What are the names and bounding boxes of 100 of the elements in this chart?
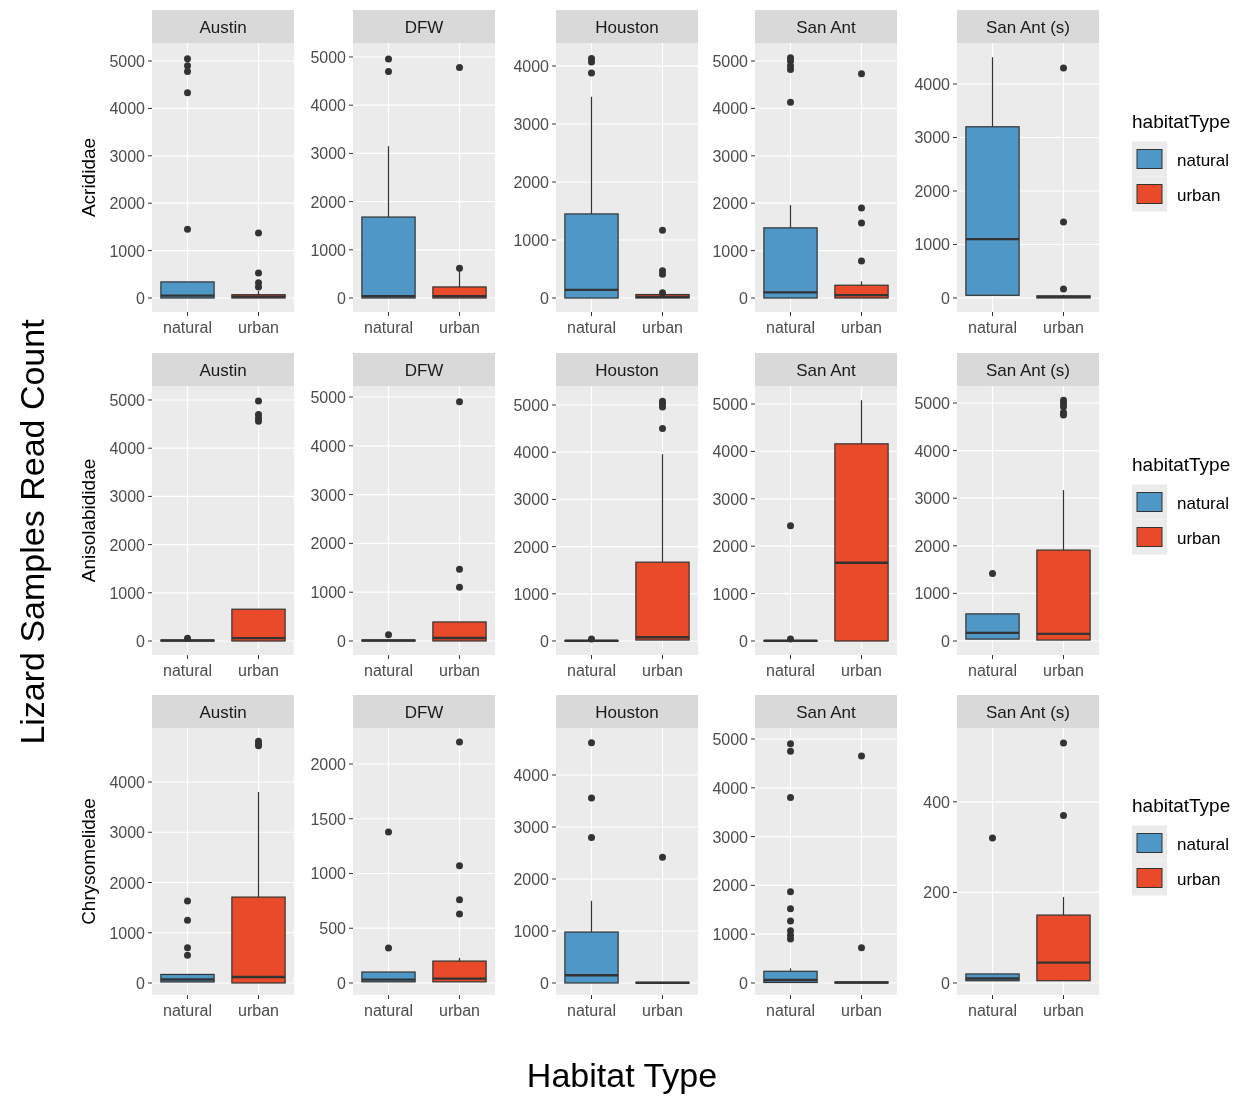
y-tick-label: 5000 (109, 391, 146, 409)
legend-title: habitatType (1132, 453, 1231, 475)
y-tick-label: 0 (941, 975, 951, 992)
x-tick-label: natural (968, 662, 1017, 679)
y-tick-label: 0 (540, 632, 550, 650)
y-tick-label: 4000 (109, 100, 146, 118)
x-tick-label: urban (238, 319, 279, 336)
chart-title: Houston (595, 17, 659, 37)
chart-title: San Ant (s) (985, 702, 1071, 722)
chart-title: San Ant (796, 17, 857, 37)
y-tick-label: 2000 (513, 538, 550, 556)
y-tick-label: 1000 (513, 585, 550, 603)
y-tick-label: 4000 (914, 75, 951, 93)
y-tick-label: 0 (337, 974, 347, 992)
y-axis-title: Chrysomelidae (78, 798, 99, 925)
legend-label: natural (1177, 493, 1229, 513)
y-tick-label: 2000 (310, 756, 347, 774)
y-tick-label: 2000 (310, 535, 347, 553)
x-tick-label: urban (439, 662, 480, 679)
y-tick-label: 1000 (513, 232, 550, 250)
y-axis-title: Anisolabididae (78, 458, 99, 583)
y-tick-label: 4000 (712, 443, 749, 461)
chart-title: DFW (404, 702, 444, 722)
x-tick-label: natural (364, 662, 413, 679)
y-tick-label: 2000 (310, 193, 347, 211)
y-tick-label: 1000 (712, 585, 749, 603)
x-tick-label: urban (642, 1002, 683, 1019)
y-tick-label: 0 (540, 974, 550, 992)
y-tick-label: 3000 (712, 828, 749, 846)
y-tick-label: 4000 (513, 767, 550, 784)
y-tick-label: 0 (941, 289, 951, 307)
y-tick-label: 4000 (109, 774, 146, 792)
x-tick-label: urban (841, 319, 882, 336)
y-tick-label: 3000 (712, 147, 749, 165)
chart-title: Austin (199, 17, 247, 37)
y-tick-label: 5000 (513, 397, 550, 415)
legend-label: natural (1177, 834, 1229, 854)
y-tick-label: 3000 (109, 147, 146, 165)
y-tick-label: 3000 (914, 129, 951, 147)
legend-label: urban (1177, 528, 1221, 548)
y-tick-label: 1000 (109, 924, 146, 942)
y-tick-label: 0 (941, 633, 951, 650)
x-tick-label: urban (1043, 662, 1084, 679)
y-tick-label: 2000 (914, 182, 951, 200)
y-tick-label: 1000 (914, 585, 951, 603)
y-tick-label: 0 (739, 290, 749, 308)
y-tick-label: 400 (923, 793, 951, 811)
y-tick-label: 3000 (712, 490, 749, 508)
y-tick-label: 5000 (914, 394, 951, 412)
y-tick-label: 3000 (914, 490, 951, 508)
y-tick-label: 2000 (914, 537, 951, 555)
chart-title: San Ant (s) (985, 17, 1071, 37)
chart-title: DFW (404, 17, 444, 37)
y-tick-label: 1000 (513, 922, 550, 940)
y-tick-label: 5000 (712, 396, 749, 414)
y-tick-label: 1000 (109, 242, 146, 260)
x-tick-label: urban (642, 319, 683, 336)
y-tick-label: 5000 (109, 53, 146, 71)
y-tick-label: 1000 (712, 242, 749, 260)
y-tick-label: 0 (136, 633, 146, 651)
y-tick-label: 4000 (310, 97, 347, 115)
y-tick-label: 3000 (109, 824, 146, 842)
y-tick-label: 5000 (712, 53, 749, 71)
chart-title: San Ant (796, 702, 857, 722)
y-tick-label: 2000 (712, 538, 749, 556)
y-tick-label: 2000 (109, 536, 146, 554)
x-tick-label: urban (1043, 1002, 1084, 1019)
y-tick-label: 1000 (310, 241, 347, 259)
y-tick-label: 4000 (513, 444, 550, 462)
x-tick-label: natural (364, 1002, 413, 1019)
y-tick-label: 5000 (310, 48, 347, 66)
x-tick-label: urban (841, 662, 882, 679)
y-tick-label: 3000 (513, 491, 550, 509)
y-tick-label: 4000 (712, 100, 749, 118)
y-tick-label: 4000 (310, 437, 347, 455)
y-tick-label: 2000 (109, 195, 146, 213)
x-tick-label: natural (766, 1002, 815, 1019)
x-tick-label: natural (968, 1002, 1017, 1019)
y-tick-label: 4000 (109, 440, 146, 458)
y-tick-label: 2000 (712, 877, 749, 895)
chart-title: San Ant (s) (985, 360, 1071, 380)
y-tick-label: 3000 (310, 145, 347, 163)
legend-label: urban (1177, 869, 1221, 889)
y-tick-label: 1000 (310, 865, 347, 883)
y-axis-title: Acrididae (78, 137, 99, 218)
x-tick-label: urban (642, 662, 683, 679)
y-tick-label: 1000 (310, 584, 347, 602)
legend-label: natural (1177, 150, 1229, 170)
x-tick-label: natural (766, 662, 815, 679)
x-tick-label: natural (567, 1002, 616, 1019)
legend-title: habitatType (1132, 110, 1231, 132)
x-tick-label: urban (841, 1002, 882, 1019)
y-tick-label: 0 (136, 290, 146, 308)
y-tick-label: 0 (739, 633, 749, 651)
chart-title: San Ant (796, 360, 857, 380)
legend-title: habitatType (1132, 794, 1231, 816)
x-tick-label: natural (364, 319, 413, 336)
y-tick-label: 0 (337, 632, 347, 650)
y-tick-label: 2000 (513, 871, 550, 888)
chart-title: Houston (595, 360, 659, 380)
